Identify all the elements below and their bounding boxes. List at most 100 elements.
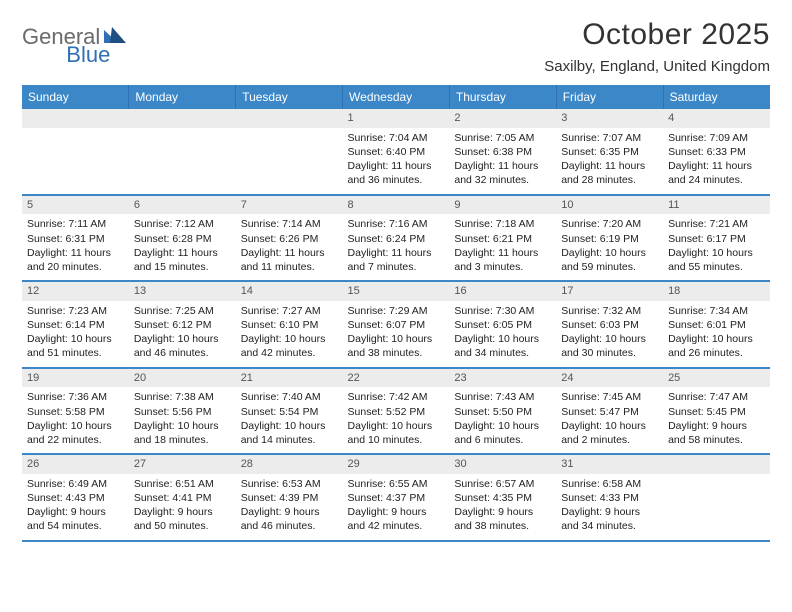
day-body: Sunrise: 7:40 AMSunset: 5:54 PMDaylight:… <box>236 387 343 453</box>
daylight-text-1: Daylight: 9 hours <box>561 505 658 519</box>
day-body: Sunrise: 6:57 AMSunset: 4:35 PMDaylight:… <box>449 474 556 540</box>
daylight-text-2: and 46 minutes. <box>241 519 338 533</box>
day-number: 9 <box>449 196 556 215</box>
calendar-cell: 13Sunrise: 7:25 AMSunset: 6:12 PMDayligh… <box>129 281 236 368</box>
day-body: Sunrise: 7:21 AMSunset: 6:17 PMDaylight:… <box>663 214 770 280</box>
sunset-text: Sunset: 4:41 PM <box>134 491 231 505</box>
day-number: 10 <box>556 196 663 215</box>
calendar-cell: 22Sunrise: 7:42 AMSunset: 5:52 PMDayligh… <box>343 368 450 455</box>
daylight-text-2: and 54 minutes. <box>27 519 124 533</box>
day-number: 16 <box>449 282 556 301</box>
sunrise-text: Sunrise: 6:58 AM <box>561 477 658 491</box>
sunrise-text: Sunrise: 7:20 AM <box>561 217 658 231</box>
day-header: Thursday <box>449 85 556 109</box>
daylight-text-2: and 26 minutes. <box>668 346 765 360</box>
calendar-cell: 8Sunrise: 7:16 AMSunset: 6:24 PMDaylight… <box>343 195 450 282</box>
calendar-cell: 31Sunrise: 6:58 AMSunset: 4:33 PMDayligh… <box>556 454 663 541</box>
sunrise-text: Sunrise: 7:09 AM <box>668 131 765 145</box>
day-number: 2 <box>449 109 556 128</box>
daylight-text-2: and 22 minutes. <box>27 433 124 447</box>
calendar-cell: 25Sunrise: 7:47 AMSunset: 5:45 PMDayligh… <box>663 368 770 455</box>
calendar-cell: 9Sunrise: 7:18 AMSunset: 6:21 PMDaylight… <box>449 195 556 282</box>
sunset-text: Sunset: 5:58 PM <box>27 405 124 419</box>
calendar-cell <box>236 109 343 195</box>
sunset-text: Sunset: 4:35 PM <box>454 491 551 505</box>
day-body: Sunrise: 7:30 AMSunset: 6:05 PMDaylight:… <box>449 301 556 367</box>
day-body: Sunrise: 7:05 AMSunset: 6:38 PMDaylight:… <box>449 128 556 194</box>
calendar-cell <box>129 109 236 195</box>
daylight-text-1: Daylight: 10 hours <box>27 419 124 433</box>
day-body: Sunrise: 6:58 AMSunset: 4:33 PMDaylight:… <box>556 474 663 540</box>
calendar-cell <box>663 454 770 541</box>
sunset-text: Sunset: 6:07 PM <box>348 318 445 332</box>
calendar-row: 1Sunrise: 7:04 AMSunset: 6:40 PMDaylight… <box>22 109 770 195</box>
day-body: Sunrise: 7:12 AMSunset: 6:28 PMDaylight:… <box>129 214 236 280</box>
sunset-text: Sunset: 4:39 PM <box>241 491 338 505</box>
daylight-text-2: and 15 minutes. <box>134 260 231 274</box>
sunrise-text: Sunrise: 6:49 AM <box>27 477 124 491</box>
day-number: 30 <box>449 455 556 474</box>
sunset-text: Sunset: 6:17 PM <box>668 232 765 246</box>
sunrise-text: Sunrise: 7:42 AM <box>348 390 445 404</box>
daylight-text-1: Daylight: 10 hours <box>348 419 445 433</box>
day-number: 7 <box>236 196 343 215</box>
daylight-text-2: and 55 minutes. <box>668 260 765 274</box>
daylight-text-2: and 58 minutes. <box>668 433 765 447</box>
day-number: 5 <box>22 196 129 215</box>
sunset-text: Sunset: 6:01 PM <box>668 318 765 332</box>
calendar-cell: 6Sunrise: 7:12 AMSunset: 6:28 PMDaylight… <box>129 195 236 282</box>
sunset-text: Sunset: 6:05 PM <box>454 318 551 332</box>
day-header: Sunday <box>22 85 129 109</box>
sunset-text: Sunset: 6:40 PM <box>348 145 445 159</box>
day-number: 19 <box>22 369 129 388</box>
day-body: Sunrise: 7:29 AMSunset: 6:07 PMDaylight:… <box>343 301 450 367</box>
daylight-text-2: and 36 minutes. <box>348 173 445 187</box>
day-number: 23 <box>449 369 556 388</box>
calendar-cell: 3Sunrise: 7:07 AMSunset: 6:35 PMDaylight… <box>556 109 663 195</box>
calendar-cell <box>22 109 129 195</box>
sunrise-text: Sunrise: 7:29 AM <box>348 304 445 318</box>
day-number: 17 <box>556 282 663 301</box>
day-number: 11 <box>663 196 770 215</box>
sunrise-text: Sunrise: 7:25 AM <box>134 304 231 318</box>
day-header-row: SundayMondayTuesdayWednesdayThursdayFrid… <box>22 85 770 109</box>
daylight-text-2: and 59 minutes. <box>561 260 658 274</box>
sunset-text: Sunset: 5:50 PM <box>454 405 551 419</box>
daylight-text-2: and 42 minutes. <box>348 519 445 533</box>
daylight-text-1: Daylight: 11 hours <box>561 159 658 173</box>
sunset-text: Sunset: 6:33 PM <box>668 145 765 159</box>
day-body: Sunrise: 7:09 AMSunset: 6:33 PMDaylight:… <box>663 128 770 194</box>
daylight-text-1: Daylight: 10 hours <box>561 246 658 260</box>
daylight-text-1: Daylight: 10 hours <box>241 419 338 433</box>
day-body: Sunrise: 7:47 AMSunset: 5:45 PMDaylight:… <box>663 387 770 453</box>
day-header: Wednesday <box>343 85 450 109</box>
calendar-row: 19Sunrise: 7:36 AMSunset: 5:58 PMDayligh… <box>22 368 770 455</box>
day-body: Sunrise: 6:49 AMSunset: 4:43 PMDaylight:… <box>22 474 129 540</box>
daylight-text-1: Daylight: 11 hours <box>348 246 445 260</box>
calendar-cell: 11Sunrise: 7:21 AMSunset: 6:17 PMDayligh… <box>663 195 770 282</box>
daylight-text-2: and 2 minutes. <box>561 433 658 447</box>
daylight-text-2: and 28 minutes. <box>561 173 658 187</box>
daylight-text-1: Daylight: 10 hours <box>668 246 765 260</box>
sunset-text: Sunset: 4:37 PM <box>348 491 445 505</box>
daylight-text-2: and 7 minutes. <box>348 260 445 274</box>
daylight-text-1: Daylight: 9 hours <box>134 505 231 519</box>
day-body: Sunrise: 6:55 AMSunset: 4:37 PMDaylight:… <box>343 474 450 540</box>
sunrise-text: Sunrise: 7:27 AM <box>241 304 338 318</box>
header: General Blue October 2025 Saxilby, Engla… <box>22 18 770 75</box>
daylight-text-2: and 18 minutes. <box>134 433 231 447</box>
day-number: 1 <box>343 109 450 128</box>
calendar-cell: 30Sunrise: 6:57 AMSunset: 4:35 PMDayligh… <box>449 454 556 541</box>
sunrise-text: Sunrise: 7:43 AM <box>454 390 551 404</box>
daylight-text-1: Daylight: 9 hours <box>27 505 124 519</box>
daylight-text-2: and 34 minutes. <box>454 346 551 360</box>
day-body: Sunrise: 7:16 AMSunset: 6:24 PMDaylight:… <box>343 214 450 280</box>
daylight-text-2: and 46 minutes. <box>134 346 231 360</box>
day-number: 6 <box>129 196 236 215</box>
calendar-cell: 28Sunrise: 6:53 AMSunset: 4:39 PMDayligh… <box>236 454 343 541</box>
day-number: 14 <box>236 282 343 301</box>
daylight-text-2: and 50 minutes. <box>134 519 231 533</box>
daylight-text-2: and 20 minutes. <box>27 260 124 274</box>
day-body: Sunrise: 7:38 AMSunset: 5:56 PMDaylight:… <box>129 387 236 453</box>
calendar-row: 5Sunrise: 7:11 AMSunset: 6:31 PMDaylight… <box>22 195 770 282</box>
